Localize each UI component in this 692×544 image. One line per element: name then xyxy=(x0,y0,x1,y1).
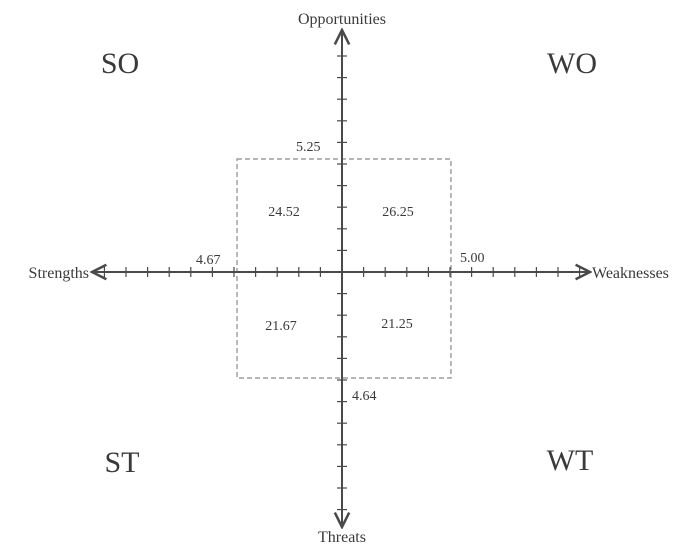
cell-wo-value: 26.25 xyxy=(382,205,414,220)
axis-label-opportunities: Opportunities xyxy=(298,11,386,28)
axis-ticks xyxy=(103,55,581,511)
box-value-bottom: 4.64 xyxy=(352,389,377,404)
cell-wt-value: 21.25 xyxy=(381,317,413,332)
box-value-top: 5.25 xyxy=(296,140,321,155)
quadrant-so: SO xyxy=(101,47,139,80)
cell-so-value: 24.52 xyxy=(268,205,300,220)
box-value-right: 5.00 xyxy=(460,251,485,266)
quadrant-wt: WT xyxy=(547,444,594,477)
evaluation-box xyxy=(236,158,452,379)
axis-label-strengths: Strengths xyxy=(29,265,89,282)
quadrant-wo: WO xyxy=(547,47,597,80)
cell-st-value: 21.67 xyxy=(265,319,297,334)
axis-label-weaknesses: Weaknesses xyxy=(592,265,669,282)
quadrant-st: ST xyxy=(104,446,139,479)
box-value-left: 4.67 xyxy=(196,253,221,268)
axis-label-threats: Threats xyxy=(318,529,366,544)
